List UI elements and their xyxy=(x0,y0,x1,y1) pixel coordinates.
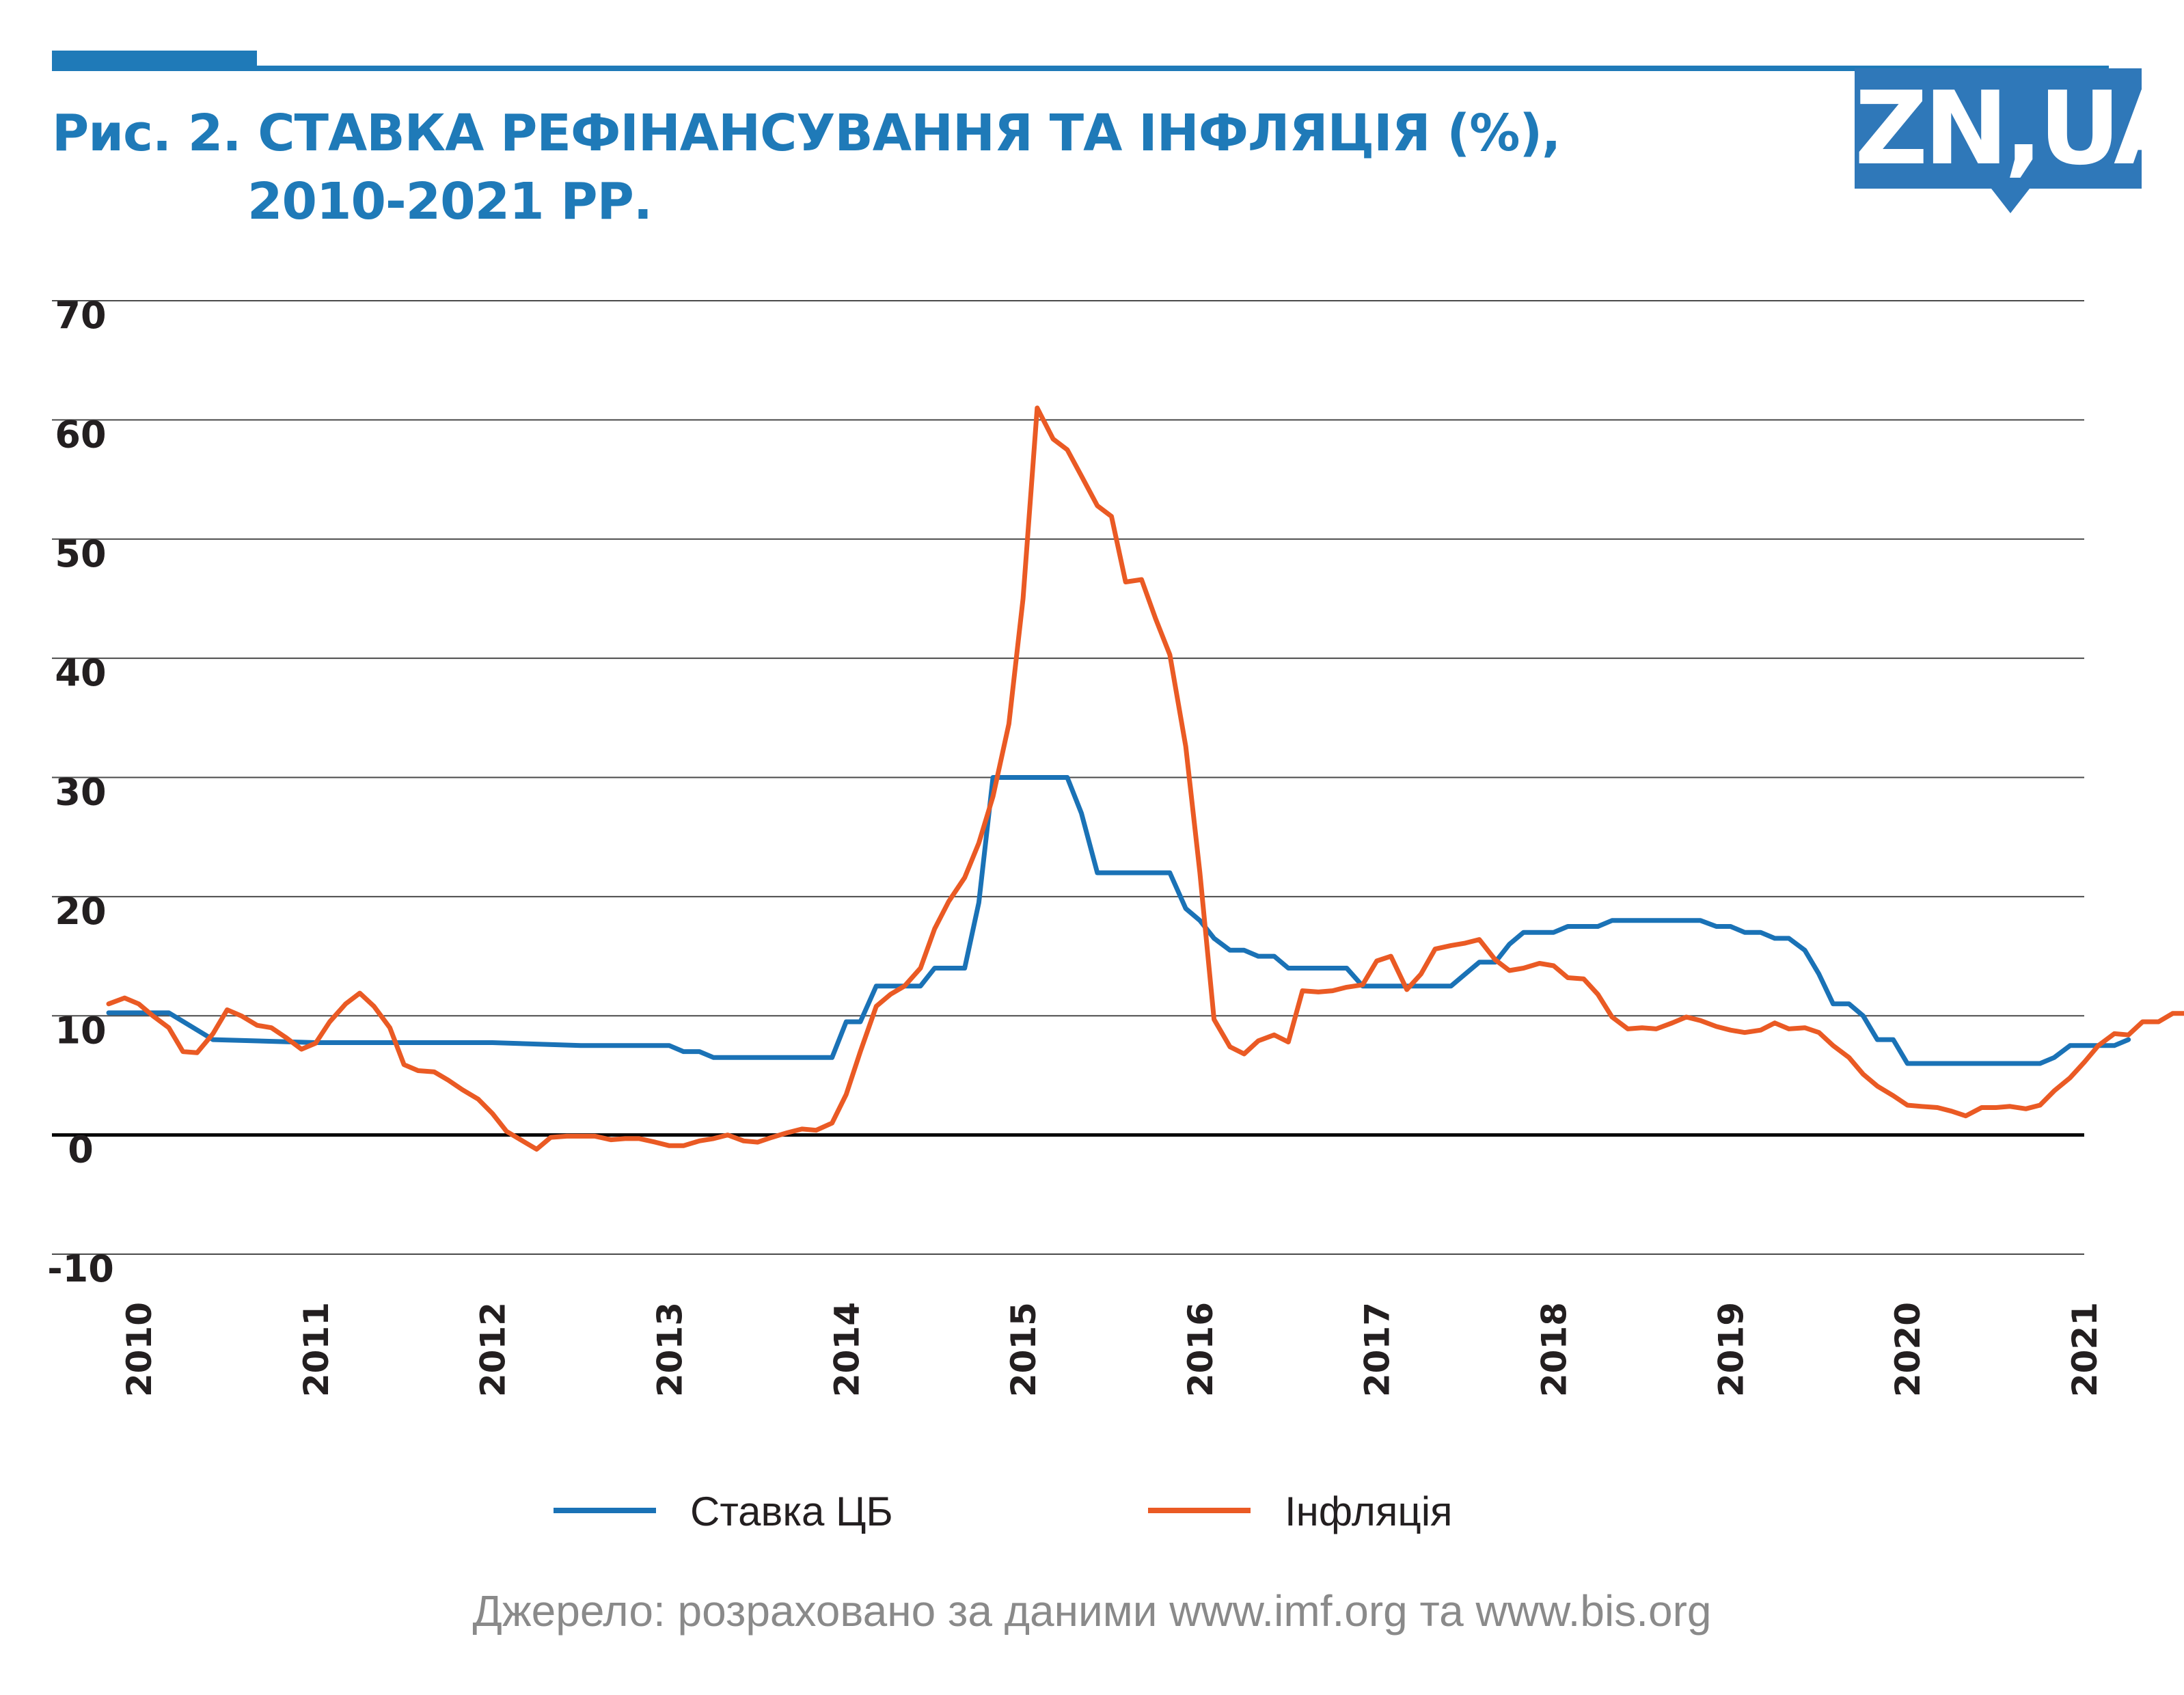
x-tick-label: 2011 xyxy=(297,1302,336,1397)
x-tick-label: 2021 xyxy=(2065,1302,2105,1397)
header-accent-bar xyxy=(52,51,257,71)
legend: Ставка ЦБ Інфляція xyxy=(554,1489,1453,1534)
series-line-rate xyxy=(106,775,2131,1066)
y-axis-ticks: 70 60 50 40 30 20 10 0 -10 xyxy=(47,294,114,1290)
x-tick-label: 2013 xyxy=(650,1302,690,1397)
x-tick-label: 2012 xyxy=(474,1302,513,1397)
y-tick-label: 20 xyxy=(55,890,106,933)
y-tick-label: 0 xyxy=(68,1128,94,1171)
y-tick-label: 10 xyxy=(55,1009,106,1052)
legend-label: Ставка ЦБ xyxy=(690,1489,893,1534)
y-tick-label: 70 xyxy=(55,294,106,337)
legend-label: Інфляція xyxy=(1285,1489,1453,1534)
x-tick-label: 2017 xyxy=(1358,1302,1397,1397)
logo-speech-tail xyxy=(1991,189,2030,213)
header-rule xyxy=(257,66,2109,71)
x-tick-label: 2014 xyxy=(827,1302,866,1397)
x-tick-label: 2015 xyxy=(1004,1302,1043,1397)
zn-ua-logo: ZN,UA xyxy=(1855,68,2184,189)
y-tick-label: 30 xyxy=(55,771,106,814)
y-tick-label: 60 xyxy=(55,413,106,456)
source-note: Джерело: розраховано за даними www.imf.o… xyxy=(472,1586,1712,1636)
x-tick-label: 2010 xyxy=(120,1302,159,1397)
x-tick-label: 2016 xyxy=(1181,1302,1220,1397)
x-axis-ticks: 2010 2011 2012 2013 2014 2015 2016 2017 2018 2019… xyxy=(120,1302,2105,1397)
chart-title-line-1: Рис. 2. СТАВКА РЕФІНАНСУВАННЯ ТА ІНФЛЯЦІ… xyxy=(52,104,1561,163)
x-tick-label: 2018 xyxy=(1535,1302,1574,1397)
x-tick-label: 2019 xyxy=(1711,1302,1751,1397)
series-line-inflation xyxy=(106,405,2184,1152)
y-tick-label: -10 xyxy=(47,1247,114,1290)
y-tick-label: 40 xyxy=(55,651,106,694)
chart-title-line-2: 2010-2021 РР. xyxy=(247,172,653,231)
y-tick-label: 50 xyxy=(55,532,106,575)
series-lines xyxy=(106,405,2184,1152)
x-tick-label: 2020 xyxy=(1888,1302,1928,1397)
